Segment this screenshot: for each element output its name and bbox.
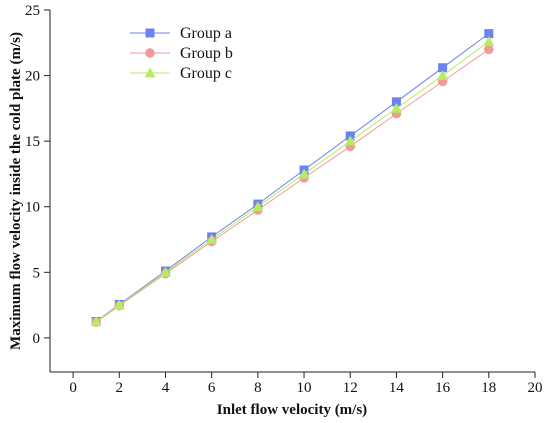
- legend: Group a Group b Group c: [130, 25, 233, 82]
- legend-marker: [144, 67, 156, 78]
- series-group-c: [90, 35, 495, 327]
- legend-marker: [145, 48, 155, 58]
- y-tick-label: 0: [33, 331, 41, 347]
- y-tick-label: 25: [25, 3, 40, 19]
- legend-item: Group c: [130, 65, 232, 82]
- x-tick-label: 8: [254, 380, 262, 396]
- series-group-b: [91, 44, 494, 327]
- y-axis-title: Maximum flow velocity inside the cold pl…: [8, 32, 24, 350]
- series-line: [95, 48, 490, 323]
- data-point: [298, 168, 310, 179]
- legend-label: Group c: [180, 65, 232, 82]
- legend-label: Group b: [180, 45, 233, 62]
- data-point: [113, 299, 125, 310]
- series-line: [95, 33, 490, 322]
- data-point: [159, 266, 171, 277]
- x-tick-label: 16: [435, 380, 451, 396]
- series-line: [95, 41, 490, 323]
- data-point: [437, 70, 449, 80]
- x-tick-label: 18: [481, 380, 496, 396]
- data-point: [90, 316, 102, 327]
- legend-marker: [145, 28, 155, 38]
- x-tick-label: 0: [69, 380, 77, 396]
- x-tick-label: 20: [528, 380, 543, 396]
- plot-area: [49, 10, 535, 373]
- y-tick-label: 10: [25, 200, 40, 216]
- y-tick-label: 5: [33, 265, 41, 281]
- x-axis-title: Inlet flow velocity (m/s): [217, 402, 367, 418]
- y-axis-ticks: 0 5 10 15 20 25: [25, 3, 50, 347]
- y-tick-label: 20: [25, 69, 40, 85]
- x-tick-label: 12: [343, 380, 358, 396]
- x-tick-label: 14: [389, 380, 405, 396]
- series-layer: [90, 29, 495, 327]
- data-point: [390, 102, 402, 113]
- data-point: [391, 97, 401, 107]
- y-tick-label: 15: [25, 134, 40, 150]
- data-point: [252, 201, 264, 212]
- legend-item: Group a: [130, 25, 232, 42]
- data-point: [438, 63, 448, 73]
- x-tick-label: 2: [116, 380, 124, 396]
- data-point: [206, 234, 218, 244]
- data-point: [483, 35, 495, 46]
- data-point: [484, 29, 494, 39]
- data-point: [344, 135, 356, 146]
- data-point: [484, 44, 494, 55]
- x-axis-ticks: 0 2 4 6 8 10 12 14 16 18 20: [69, 372, 543, 396]
- x-tick-label: 10: [297, 380, 312, 396]
- legend-item: Group b: [130, 45, 233, 62]
- x-tick-label: 6: [208, 380, 216, 396]
- legend-label: Group a: [180, 25, 232, 42]
- x-tick-label: 4: [162, 380, 170, 396]
